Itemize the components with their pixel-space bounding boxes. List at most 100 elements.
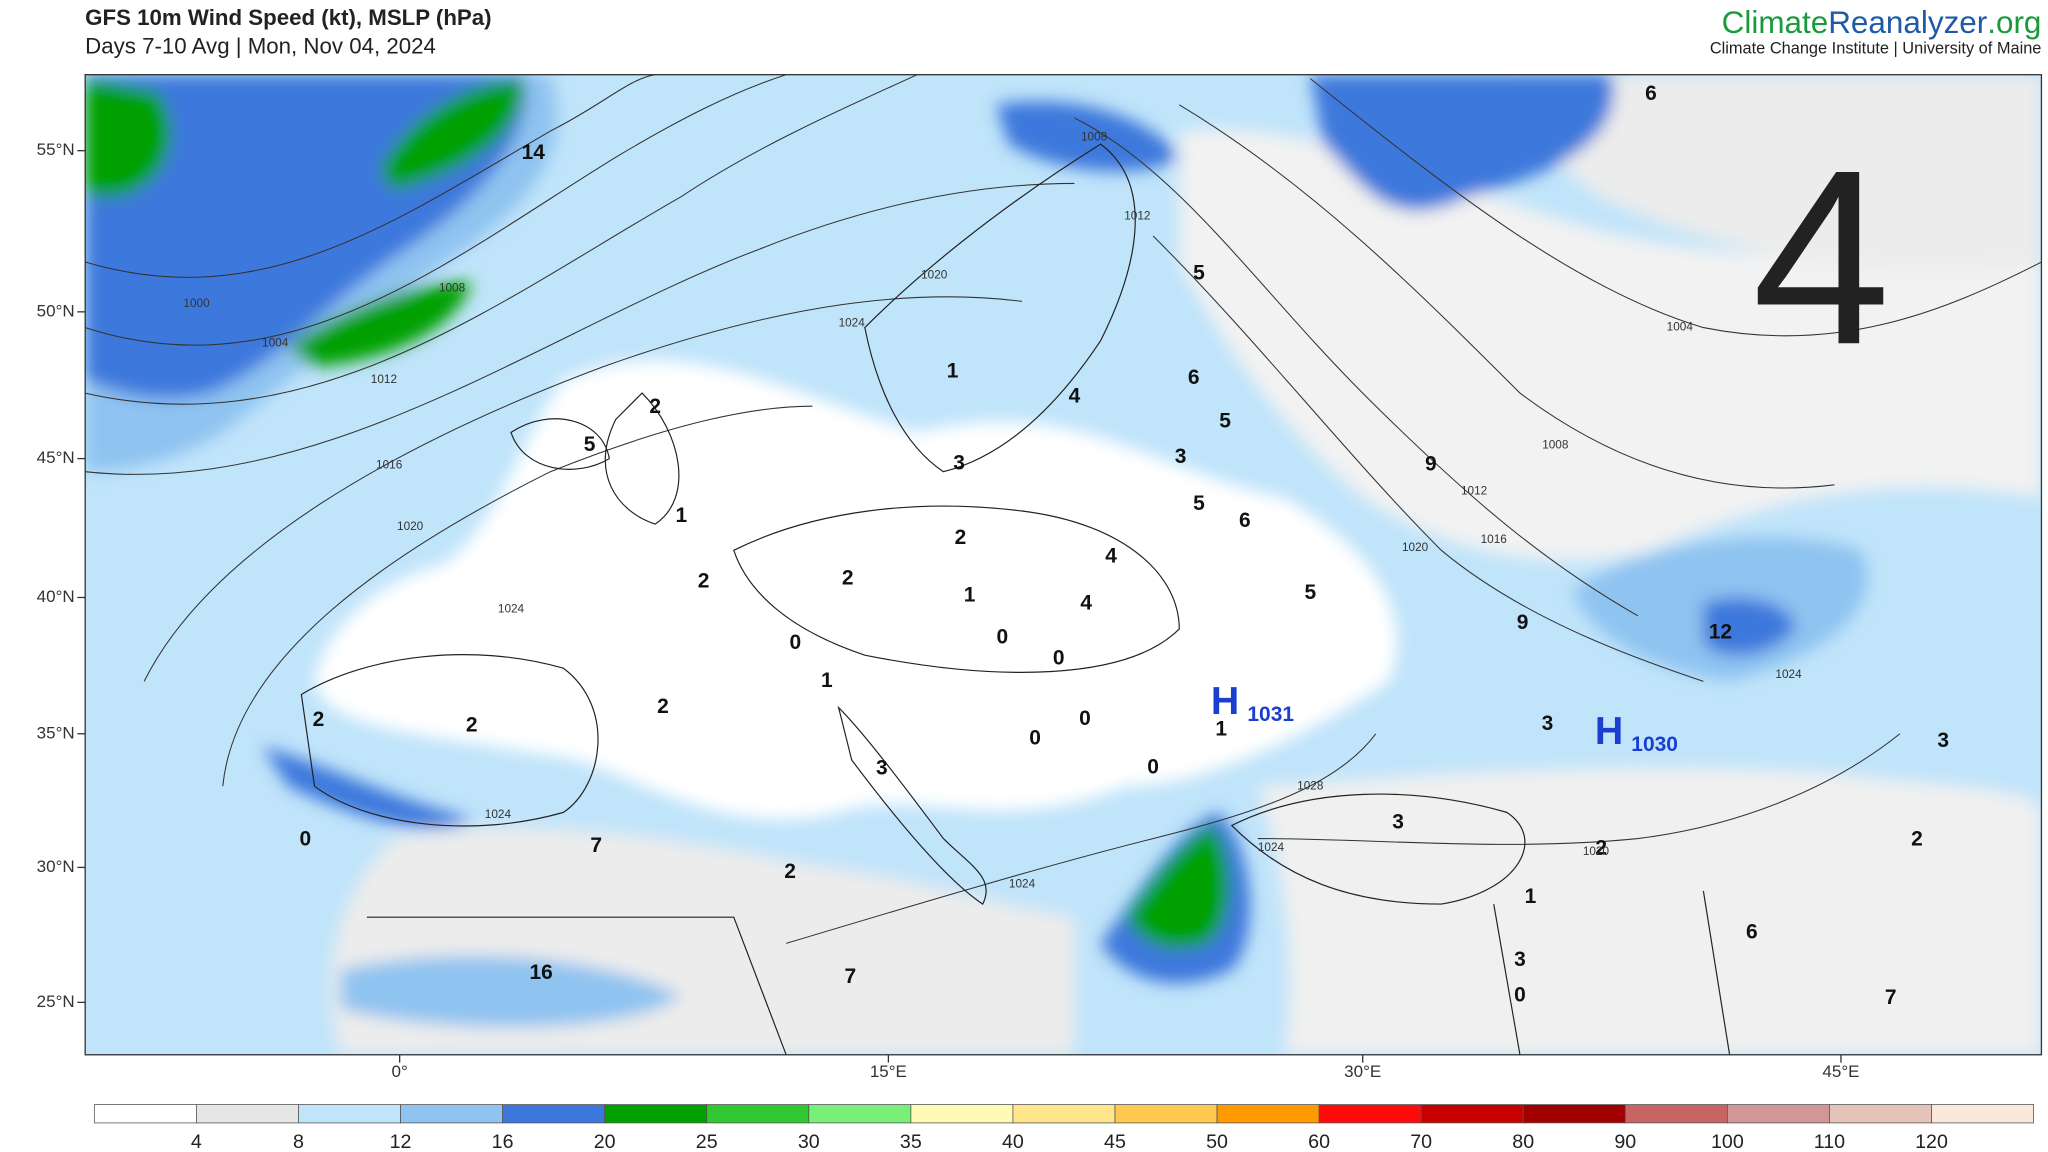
high-symbol: H	[1595, 709, 1623, 753]
wind-label: 6	[1645, 82, 1657, 105]
wind-band	[288, 281, 472, 367]
wind-label: 0	[1147, 755, 1159, 778]
brand-tagline: Climate Change Institute | University of…	[1710, 40, 2042, 58]
wind-band	[379, 81, 525, 190]
high-symbol: H	[1211, 679, 1239, 723]
wind-label: 2	[842, 567, 854, 590]
lat-label: 35°N	[37, 723, 75, 742]
colorbar-swatch	[604, 1104, 708, 1124]
wind-band	[995, 101, 1180, 172]
isobar-label: 1004	[1667, 321, 1694, 334]
wind-band	[1126, 825, 1229, 949]
high-pressure: 1031	[1247, 703, 1294, 726]
isobar-label: 1012	[371, 373, 397, 386]
wind-label: 7	[1885, 986, 1897, 1009]
colorbar-label: 20	[594, 1131, 616, 1152]
colorbar-swatch	[1114, 1104, 1218, 1124]
isobar-label: 1000	[183, 297, 210, 310]
wind-label: 3	[1937, 729, 1949, 752]
wind-label: 3	[1542, 712, 1554, 735]
colorbar-label: 16	[492, 1131, 514, 1152]
wind-label: 0	[997, 626, 1009, 649]
isobar-label: 1028	[1297, 779, 1324, 792]
brand-part: Reanalyzer	[1828, 5, 1987, 40]
wind-label: 7	[590, 834, 602, 857]
wind-label: 14	[522, 141, 546, 164]
colorbar-label: 25	[696, 1131, 718, 1152]
wind-label: 2	[1595, 837, 1607, 860]
wind-label: 3	[953, 451, 965, 474]
lat-label: 25°N	[37, 992, 75, 1011]
brand-name: ClimateReanalyzer.org	[1722, 5, 2042, 40]
wind-label: 3	[876, 757, 888, 780]
wind-label: 9	[1517, 611, 1529, 634]
wind-label: 5	[1304, 581, 1316, 604]
wind-label: 7	[845, 965, 857, 988]
lon-label: 45°E	[1822, 1062, 1859, 1081]
wind-band	[1703, 597, 1796, 656]
colorbar-swatch	[1420, 1104, 1524, 1124]
colorbar-label: 50	[1206, 1131, 1228, 1152]
colorbar-swatch	[298, 1104, 401, 1124]
land-calm	[314, 360, 1397, 820]
isobar-label: 1020	[921, 268, 948, 281]
wind-label: 2	[955, 526, 967, 549]
wind-label: 2	[1911, 827, 1923, 850]
wind-band	[340, 955, 682, 1028]
wind-label: 1	[1525, 885, 1537, 908]
isobar-label: 1024	[1258, 841, 1285, 854]
wind-label: 16	[530, 961, 553, 984]
colorbar-label: 35	[900, 1131, 922, 1152]
colorbar-label: 90	[1614, 1131, 1636, 1152]
isobar-label: 1012	[1124, 209, 1150, 222]
isobar-label: 1024	[839, 317, 866, 330]
colorbar-label: 4	[191, 1131, 202, 1152]
lon-label: 0°	[392, 1062, 408, 1081]
colorbar-swatch	[910, 1104, 1014, 1124]
wind-label: 12	[1709, 620, 1732, 643]
colorbar-label: 100	[1711, 1131, 1744, 1152]
wind-label: 5	[1193, 492, 1205, 515]
wind-label: 1	[821, 669, 833, 692]
colorbar-label: 120	[1915, 1131, 1948, 1152]
colorbar-label: 80	[1512, 1131, 1534, 1152]
colorbar-label: 45	[1104, 1131, 1126, 1152]
isobar-label: 1020	[1402, 541, 1429, 554]
brand-part: .org	[1987, 5, 2041, 40]
colorbar-swatch	[1624, 1104, 1728, 1124]
colorbar-swatch	[1829, 1104, 1932, 1124]
wind-label: 0	[1079, 707, 1091, 730]
isobar-label: 1024	[498, 602, 525, 615]
wind-label: 1	[964, 584, 976, 607]
isobars	[85, 74, 2042, 944]
isobar-label: 1024	[1009, 878, 1036, 891]
colorbar-swatch	[1318, 1104, 1422, 1124]
colorbar-swatch	[1012, 1104, 1116, 1124]
lat-label: 45°N	[37, 448, 75, 467]
wind-label: 4	[1069, 385, 1081, 408]
colorbar-label: 8	[293, 1131, 304, 1152]
colorbar-swatch	[1931, 1104, 2034, 1124]
colorbar-swatch	[400, 1104, 504, 1124]
lon-label: 15°E	[870, 1062, 907, 1081]
wind-label: 0	[299, 827, 311, 850]
land-calm	[1506, 74, 2042, 271]
axes: 55°N50°N45°N40°N35°N30°N25°N0° 15°E 30°E 45…	[37, 140, 1860, 1081]
wind-label: 2	[313, 708, 325, 731]
shading	[85, 74, 2042, 1055]
colorbar-label: 12	[390, 1131, 412, 1152]
isobar-label: 1016	[376, 458, 403, 471]
wind-band	[85, 78, 171, 197]
colorbar-swatch	[706, 1104, 810, 1124]
wind-label: 2	[466, 713, 478, 736]
lat-label: 40°N	[37, 587, 75, 606]
wind-label: 6	[1239, 509, 1251, 532]
lat-label: 55°N	[37, 140, 75, 159]
colorbar-label: 70	[1410, 1131, 1432, 1152]
lat-label: 50°N	[37, 301, 75, 320]
isobar-label: 1024	[485, 808, 512, 821]
